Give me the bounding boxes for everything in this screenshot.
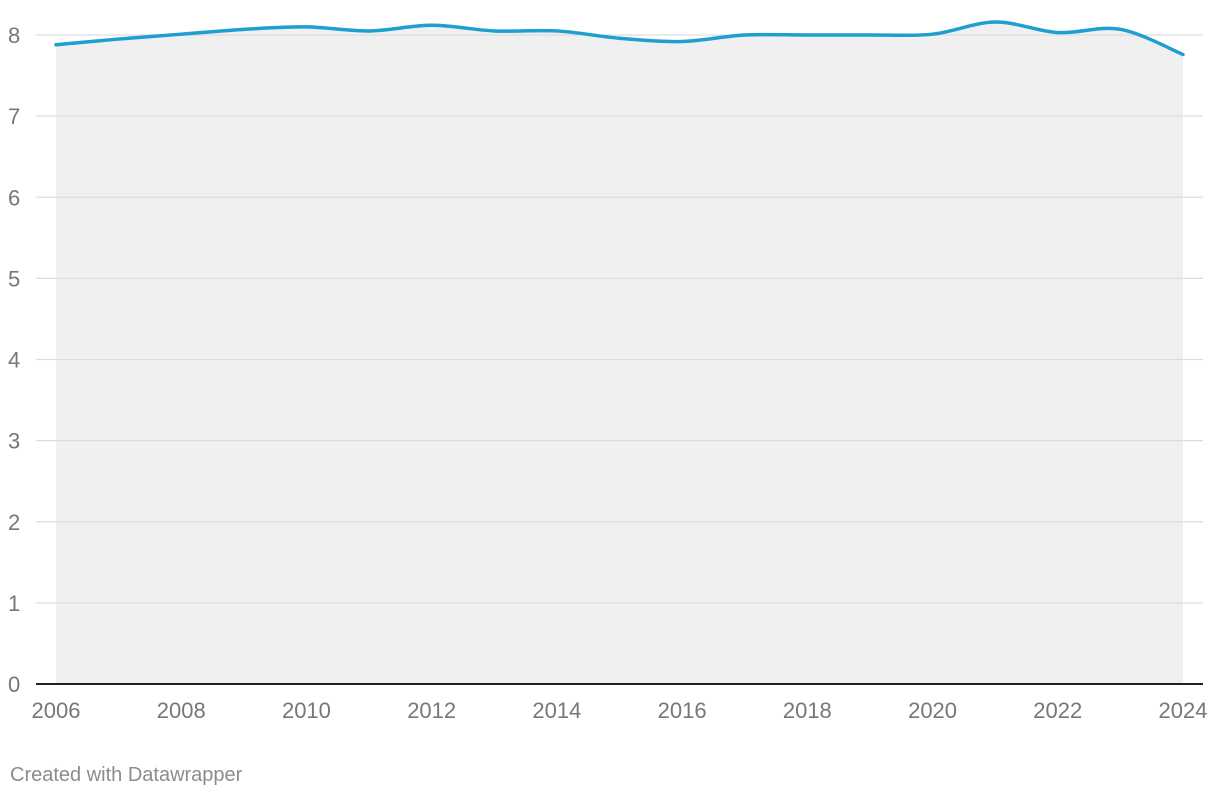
series-line-layer — [54, 20, 1185, 57]
y-tick-label: 7 — [8, 104, 20, 129]
gridlines — [36, 34, 1203, 604]
y-tick-label: 1 — [8, 591, 20, 616]
x-tick-label: 2006 — [32, 698, 81, 723]
x-tick-label: 2024 — [1159, 698, 1208, 723]
x-tick-label: 2016 — [658, 698, 707, 723]
x-axis-tick-labels: 2006 2008 2010 2012 2014 2016 2018 2020 2022 2024 — [32, 698, 1208, 723]
x-tick-label: 2020 — [908, 698, 957, 723]
y-axis-tick-labels: 0 1 2 3 4 5 6 7 8 — [8, 23, 20, 697]
area-fill-layer — [56, 22, 1183, 685]
y-tick-label: 6 — [8, 185, 20, 210]
x-tick-label: 2018 — [783, 698, 832, 723]
x-tick-label: 2022 — [1033, 698, 1082, 723]
x-tick-label: 2012 — [407, 698, 456, 723]
datawrapper-credit: Created with Datawrapper — [10, 764, 243, 786]
x-tick-label: 2010 — [282, 698, 331, 723]
y-tick-label: 3 — [8, 429, 20, 454]
y-tick-label: 4 — [8, 348, 20, 373]
y-tick-label: 5 — [8, 266, 20, 291]
x-tick-label: 2008 — [157, 698, 206, 723]
y-tick-label: 2 — [8, 510, 20, 535]
x-tick-label: 2014 — [532, 698, 581, 723]
y-tick-label: 8 — [8, 23, 20, 48]
y-tick-label: 0 — [8, 672, 20, 697]
series-area-fill — [56, 22, 1183, 685]
series-line — [54, 20, 1185, 57]
